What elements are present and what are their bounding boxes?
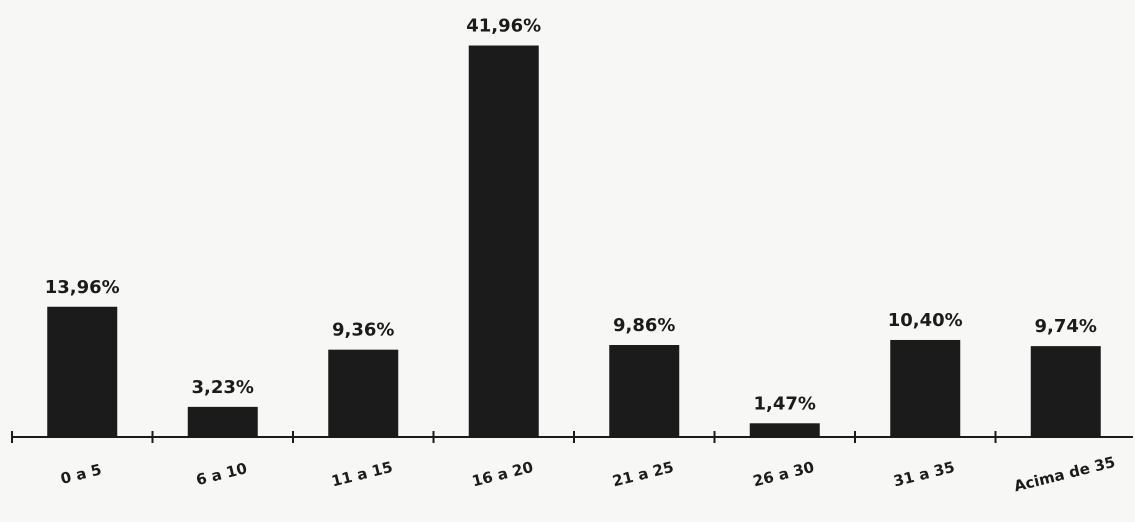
bar xyxy=(749,423,820,437)
value-label: 3,23% xyxy=(192,377,254,398)
bar xyxy=(1030,346,1101,437)
bar xyxy=(890,339,961,437)
value-label: 9,74% xyxy=(1035,316,1097,337)
category-label: 21 a 25 xyxy=(611,458,676,491)
category-labels-group: 0 a 5 6 a 10 11 a 15 16 a 20 21 a 25 26 a 30 3… xyxy=(59,453,1117,496)
category-label: 0 a 5 xyxy=(59,460,104,487)
category-label: 6 a 10 xyxy=(194,459,249,489)
x-axis-ticks xyxy=(11,431,997,443)
value-labels-group: 13,96% 3,23% 9,36% 41,96% 9,86% 1,47% 10,40% 9,… xyxy=(45,16,1097,415)
bar xyxy=(609,345,680,437)
bar xyxy=(187,406,258,437)
value-label: 9,36% xyxy=(332,320,394,341)
value-label: 1,47% xyxy=(754,393,816,414)
bar xyxy=(468,45,539,438)
category-label: 16 a 20 xyxy=(470,458,535,491)
category-label: 31 a 35 xyxy=(892,458,957,491)
bar xyxy=(47,306,118,437)
value-label: 41,96% xyxy=(466,16,541,37)
value-label: 13,96% xyxy=(45,277,120,298)
category-label: 26 a 30 xyxy=(751,458,816,491)
category-label: 11 a 15 xyxy=(330,458,395,491)
value-label: 10,40% xyxy=(888,310,963,331)
bar xyxy=(328,349,399,437)
value-label: 9,86% xyxy=(613,315,675,336)
category-label: Acima de 35 xyxy=(1012,453,1117,496)
bars-group xyxy=(47,45,1101,438)
